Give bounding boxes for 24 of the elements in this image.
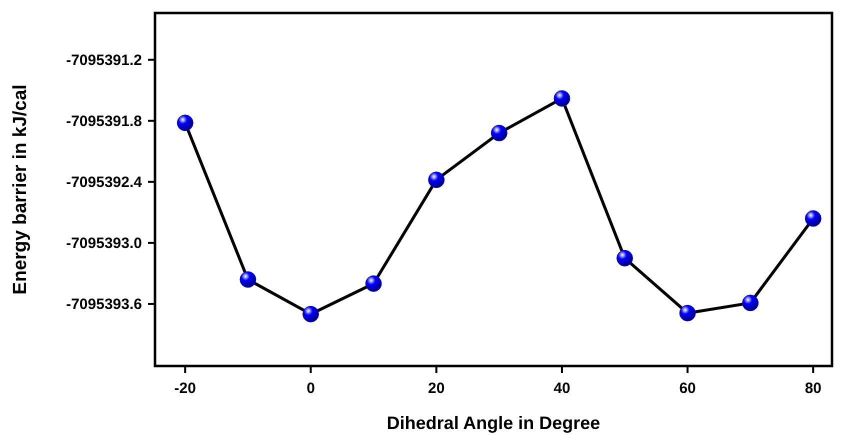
point [616,250,634,266]
point [428,172,445,188]
x-tick-label: 40 [554,380,570,397]
point [302,306,319,322]
point [679,304,696,322]
point [365,275,382,292]
point [176,114,194,132]
point [490,124,508,142]
y-tick-label: -7095393.6 [66,296,142,314]
x-tick-label: 80 [804,380,822,397]
x-axis-title: Dihedral Angle in Degree [386,413,600,433]
y-tick-label: -7095391.2 [66,52,142,70]
x-tick-label: 0 [306,380,315,397]
point [554,90,570,107]
x-tick-label: 20 [428,380,445,397]
point [804,210,822,227]
point [742,294,759,312]
x-tick-label: 60 [679,380,696,397]
y-tick-label: -7095392.4 [66,174,143,192]
x-tick-label: -20 [174,380,196,397]
y-axis-title: Energy barrier in kJ/cal [10,84,31,295]
point [240,271,256,288]
y-tick-label: -7095393.0 [66,235,142,252]
y-tick-label: -7095391.8 [66,113,142,130]
